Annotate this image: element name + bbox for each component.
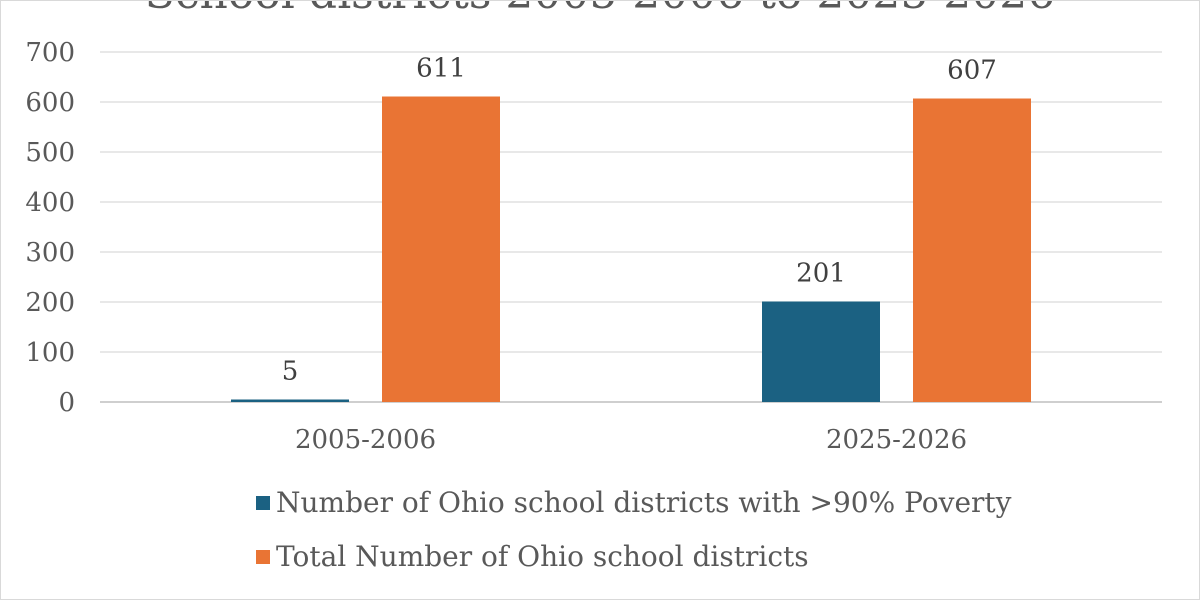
y-tick-label: 600 xyxy=(25,88,75,118)
data-labels: 5 611 201 607 xyxy=(282,54,997,387)
bar-total-districts xyxy=(913,98,1031,402)
legend-swatch xyxy=(256,550,270,564)
y-tick-label: 300 xyxy=(25,238,75,268)
legend: Number of Ohio school districts with >90… xyxy=(256,486,1012,573)
data-label: 201 xyxy=(796,259,846,289)
bar-total-districts xyxy=(382,96,500,402)
y-tick-label: 200 xyxy=(25,288,75,318)
legend-label: Number of Ohio school districts with >90… xyxy=(276,486,1012,519)
y-tick-label: 0 xyxy=(58,388,75,418)
y-tick-label: 100 xyxy=(25,338,75,368)
x-axis-tick-labels: 2005-2006 2025-2026 xyxy=(295,425,967,455)
y-axis-tick-labels: 0 100 200 300 400 500 600 700 xyxy=(25,38,75,418)
y-tick-label: 500 xyxy=(25,138,75,168)
x-tick-label: 2025-2026 xyxy=(826,425,967,455)
x-tick-label: 2005-2006 xyxy=(295,425,436,455)
bars xyxy=(231,96,1031,402)
data-label: 607 xyxy=(947,56,997,86)
legend-label: Total Number of Ohio school districts xyxy=(276,540,809,573)
y-tick-label: 700 xyxy=(25,38,75,68)
data-label: 611 xyxy=(416,54,466,84)
bar-poverty-districts xyxy=(231,399,349,402)
y-tick-label: 400 xyxy=(25,188,75,218)
chart-title: School districts 2005-2006 to 2025-2026 xyxy=(145,0,1055,19)
legend-swatch xyxy=(256,496,270,510)
data-label: 5 xyxy=(282,357,299,387)
bar-poverty-districts xyxy=(762,301,880,402)
